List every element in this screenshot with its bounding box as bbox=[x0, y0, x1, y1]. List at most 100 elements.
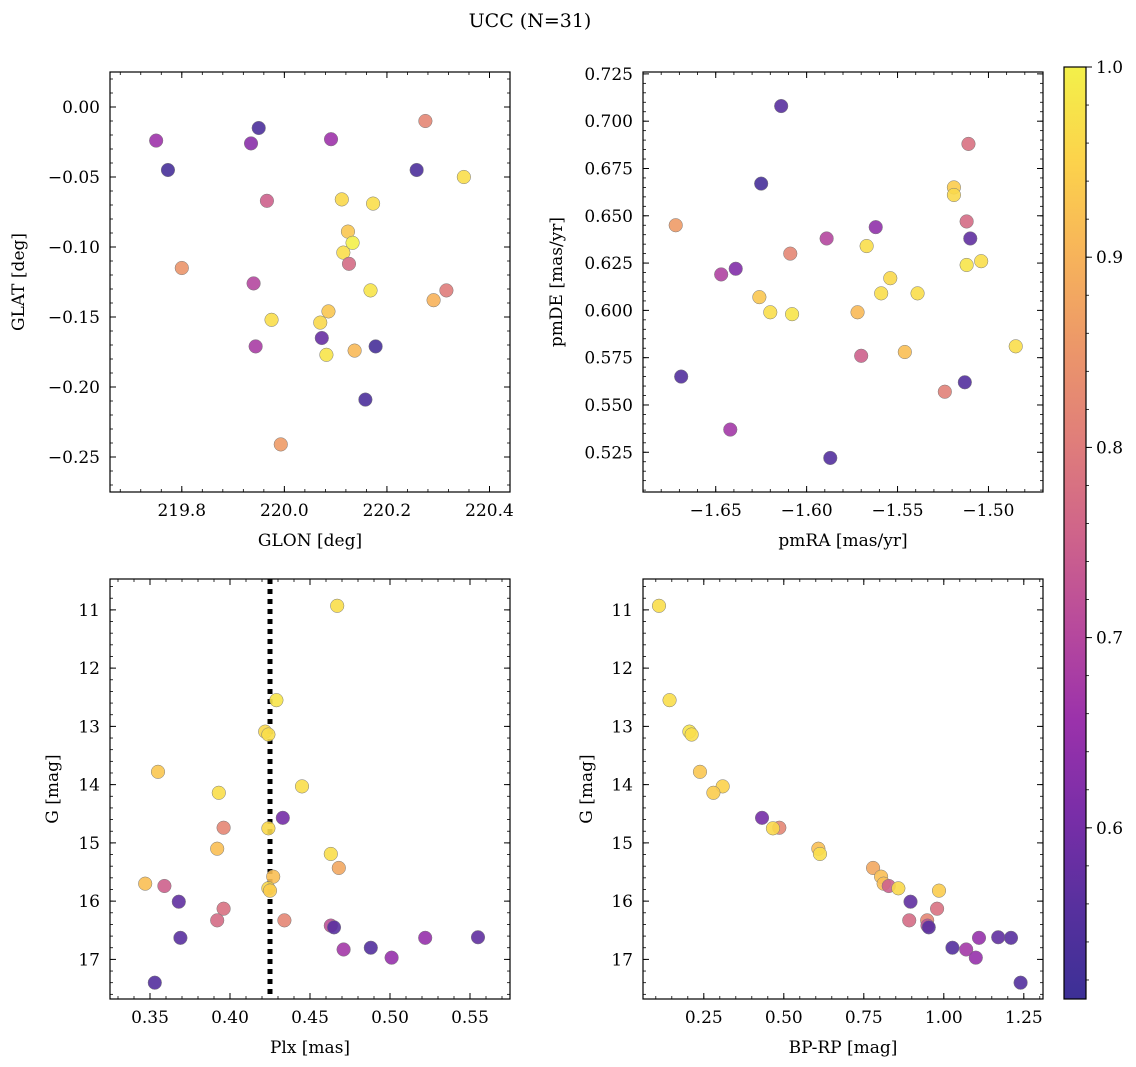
data-point bbox=[754, 810, 770, 825]
x-tick-label: 1.00 bbox=[925, 1008, 963, 1028]
data-point bbox=[991, 930, 1006, 945]
data-point bbox=[903, 894, 918, 909]
y-axis-label: G [mag] bbox=[577, 754, 597, 823]
data-point bbox=[859, 239, 874, 254]
data-point bbox=[668, 218, 683, 233]
data-point bbox=[1013, 975, 1028, 990]
data-point bbox=[363, 283, 378, 298]
data-point bbox=[173, 930, 188, 945]
data-point bbox=[277, 913, 292, 928]
data-point bbox=[937, 384, 952, 399]
data-point bbox=[358, 392, 373, 407]
x-tick-label: 220.4 bbox=[465, 501, 514, 521]
x-tick-label: 0.50 bbox=[371, 1008, 409, 1028]
data-point bbox=[974, 254, 989, 269]
data-point bbox=[850, 305, 865, 320]
data-point bbox=[470, 930, 486, 945]
data-point bbox=[662, 693, 677, 708]
y-axis-label: G [mag] bbox=[43, 754, 63, 823]
figure-title: UCC (N=31) bbox=[469, 10, 592, 32]
data-point bbox=[868, 220, 883, 235]
colorbar-tick-label: 0.9 bbox=[1096, 248, 1123, 268]
data-point bbox=[1003, 930, 1019, 945]
data-point bbox=[251, 120, 266, 136]
axes-frame bbox=[109, 578, 511, 1000]
data-point bbox=[931, 883, 947, 898]
data-point bbox=[330, 598, 345, 613]
x-tick-label: 1.25 bbox=[1005, 1008, 1043, 1028]
data-point bbox=[409, 162, 424, 178]
data-point bbox=[323, 132, 339, 147]
data-point bbox=[774, 99, 789, 114]
y-tick-label: 13 bbox=[611, 717, 633, 737]
y-tick-label: 0.725 bbox=[584, 65, 633, 85]
y-tick-label: 0.700 bbox=[584, 112, 633, 132]
y-tick-label: 0.675 bbox=[584, 159, 633, 179]
data-point bbox=[728, 261, 743, 276]
data-point bbox=[714, 267, 729, 282]
data-point bbox=[216, 820, 231, 835]
colorbar: 0.6 0.7 0.8 0.9 1.0 bbox=[1063, 58, 1123, 1000]
data-point bbox=[959, 257, 974, 273]
x-tick-label: 0.35 bbox=[131, 1008, 169, 1028]
data-point bbox=[823, 450, 838, 465]
data-point bbox=[874, 286, 889, 301]
data-point bbox=[384, 950, 399, 965]
data-point bbox=[138, 876, 153, 891]
data-point bbox=[321, 304, 336, 319]
data-point bbox=[246, 276, 261, 291]
data-point bbox=[910, 286, 925, 301]
data-point bbox=[765, 821, 780, 836]
data-point bbox=[216, 901, 231, 916]
data-point bbox=[957, 375, 972, 390]
data-point bbox=[273, 437, 288, 452]
x-tick-label: 0.25 bbox=[685, 1008, 723, 1028]
data-point bbox=[959, 942, 974, 957]
data-point bbox=[261, 727, 276, 742]
colorbar-tick-label: 0.6 bbox=[1096, 819, 1123, 839]
data-point bbox=[366, 196, 381, 211]
data-point bbox=[674, 369, 689, 384]
y-tick-label: 12 bbox=[611, 659, 633, 679]
data-point bbox=[763, 305, 778, 320]
y-axis-label: pmDE [mas/yr] bbox=[547, 217, 567, 347]
data-point bbox=[368, 339, 383, 354]
x-tick-label: −1.50 bbox=[962, 501, 1014, 521]
data-point bbox=[269, 693, 284, 708]
data-point bbox=[418, 930, 433, 945]
data-point bbox=[883, 271, 898, 286]
data-point bbox=[684, 727, 699, 742]
data-point bbox=[174, 260, 189, 276]
data-point bbox=[902, 913, 917, 928]
data-point bbox=[345, 235, 360, 250]
y-tick-label: 0.00 bbox=[62, 98, 100, 118]
y-tick-label: 15 bbox=[78, 834, 100, 854]
x-tick-label: −1.60 bbox=[781, 501, 833, 521]
y-tick-label: 11 bbox=[78, 601, 100, 621]
x-tick-label: 219.8 bbox=[157, 501, 206, 521]
y-tick-label: 14 bbox=[78, 776, 100, 796]
y-tick-label: 16 bbox=[78, 892, 100, 912]
y-tick-label: −0.05 bbox=[48, 168, 100, 188]
axes-frame bbox=[642, 71, 1044, 493]
x-tick-label: 0.45 bbox=[291, 1008, 329, 1028]
data-point bbox=[963, 231, 978, 246]
colorbar-bar bbox=[1063, 66, 1087, 1000]
y-tick-label: 17 bbox=[611, 950, 633, 970]
x-tick-label: 0.50 bbox=[765, 1008, 803, 1028]
y-tick-label: 0.650 bbox=[584, 207, 633, 227]
y-tick-label: 15 bbox=[611, 834, 633, 854]
x-tick-label: 220.0 bbox=[260, 501, 309, 521]
data-point bbox=[319, 347, 334, 362]
x-tick-label: 0.40 bbox=[211, 1008, 249, 1028]
data-point bbox=[812, 846, 828, 862]
data-point bbox=[891, 881, 906, 896]
x-tick-label: 220.2 bbox=[363, 501, 412, 521]
y-tick-label: −0.10 bbox=[48, 238, 100, 258]
data-point bbox=[160, 162, 175, 178]
colorbar-tick-label: 0.8 bbox=[1096, 438, 1123, 458]
colorbar-tick-label: 1.0 bbox=[1096, 58, 1123, 78]
data-point bbox=[1008, 339, 1023, 354]
y-tick-label: 13 bbox=[78, 717, 100, 737]
